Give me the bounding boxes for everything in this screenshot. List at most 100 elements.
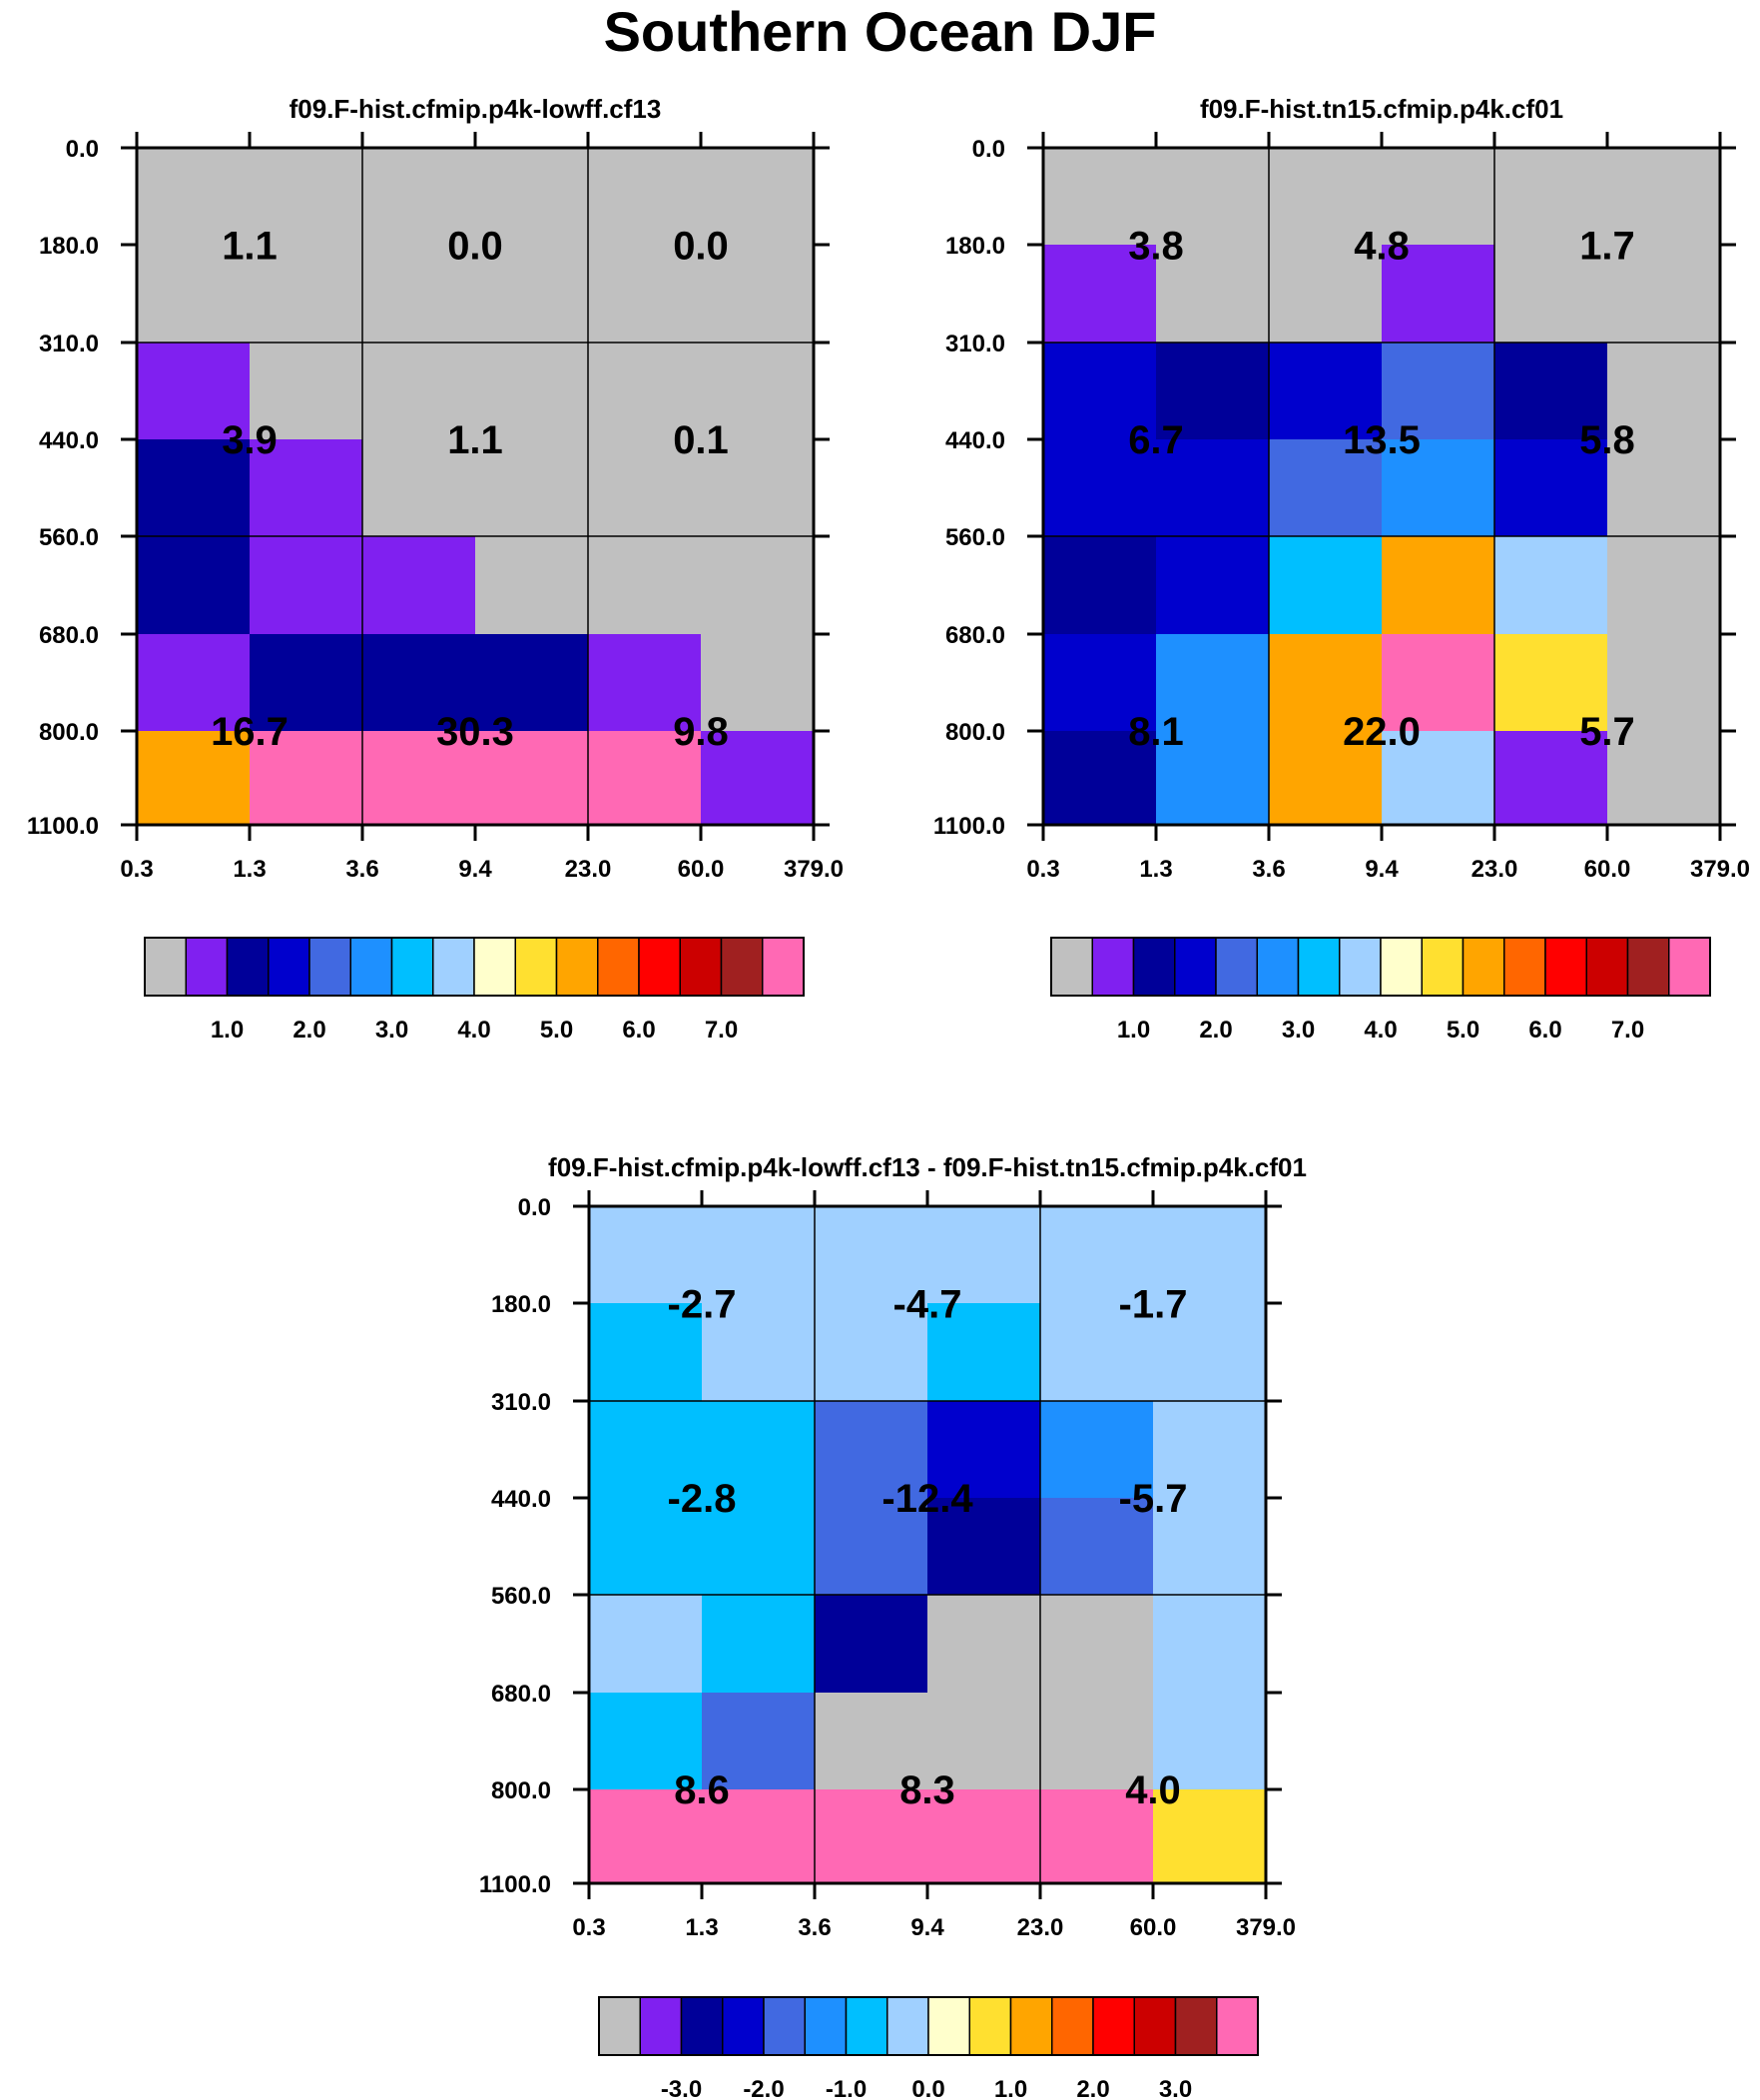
heatmap-cell [927,1498,1041,1596]
heatmap-cell [250,148,363,246]
colorbar-swatch [763,1996,806,2056]
heatmap-cell [137,245,251,344]
x-tick-label: 60.0 [678,856,725,883]
heatmap-cell [1153,1401,1267,1499]
cell-value-label: -2.7 [668,1283,737,1327]
cell-value-label: 1.1 [222,225,278,269]
heatmap-cell [475,634,589,732]
heatmap-cell [1607,343,1721,440]
heatmap-cell [1156,536,1270,635]
colorbar-tick-label: 6.0 [622,1017,655,1044]
cell-value-label: -4.7 [893,1283,962,1327]
x-tick-label: 60.0 [1584,856,1631,883]
heatmap-cell [250,634,363,732]
colorbar-tick-label: 4.0 [1364,1017,1397,1044]
y-tick-label: 560.0 [491,1583,551,1610]
colorbar-frame [1050,937,1711,997]
subplot-title: f09.F-hist.tn15.cfmip.p4k.cf01 [1200,94,1563,124]
cell-value-label: -2.8 [668,1477,737,1521]
heatmap-cell [1269,731,1383,826]
colorbar-tick-label: -1.0 [826,2076,867,2100]
heatmap-cell [1153,1595,1267,1694]
heatmap-cell [1494,245,1608,344]
heatmap-cell [137,731,251,826]
cell-value-label: 8.1 [1128,710,1184,754]
x-tick-label: 3.6 [345,856,378,883]
heatmap-cell [1494,536,1608,635]
heatmap-cell [1156,439,1270,537]
colorbar-tick-label: 1.0 [211,1017,244,1044]
heatmap-cell [815,1498,928,1596]
x-tick-label: 379.0 [784,856,844,883]
cell-value-label: 13.5 [1343,418,1421,462]
colorbar-swatch [722,1996,765,2056]
heatmap-cell [1382,439,1495,537]
y-tick-label: 560.0 [39,524,99,551]
heatmap-cell [1043,343,1157,440]
colorbar-swatch [1133,1996,1177,2056]
heatmap-cell [702,1206,816,1304]
heatmap-cell [1269,536,1383,635]
heatmap-cell [1156,148,1270,246]
y-tick-label: 1100.0 [479,1871,551,1898]
heatmap-cell [588,731,702,826]
y-tick-label: 800.0 [945,719,1005,746]
colorbar-tick-label: 0.0 [911,2076,944,2100]
heatmap-cell [250,343,363,440]
colorbar-swatch [927,1996,970,2056]
heatmap-cell [588,536,702,635]
cell-value-label: 5.7 [1579,710,1635,754]
x-tick-label: 60.0 [1130,1914,1177,1941]
colorbar-tick-label: 2.0 [1199,1017,1232,1044]
y-tick-label: 310.0 [39,331,99,357]
heatmap-cell [1043,148,1157,246]
heatmap-cell [927,1206,1041,1304]
x-tick-label: 3.6 [798,1914,831,1941]
heatmap-cell [589,1693,703,1790]
x-tick-label: 23.0 [565,856,612,883]
heatmap-cell [815,1206,928,1304]
heatmap-cell [1040,1206,1154,1304]
y-tick-label: 680.0 [491,1681,551,1708]
cell-value-label: -1.7 [1119,1283,1188,1327]
heatmap-cell [362,148,476,246]
heatmap-cell [815,1401,928,1499]
y-tick-label: 0.0 [518,1194,551,1221]
heatmap-cell [1040,1401,1154,1499]
heatmap-cell [1043,245,1157,344]
heatmap-cell [702,1498,816,1596]
heatmap-cell [702,1789,816,1884]
heatmap-cell [362,731,476,826]
y-tick-label: 440.0 [491,1486,551,1513]
heatmap-cell [1040,1693,1154,1790]
colorbar-tick-label: 1.0 [994,2076,1027,2100]
colorbar-tick-label: 2.0 [1076,2076,1109,2100]
heatmap-cell [1043,536,1157,635]
colorbar-swatch [1462,937,1505,997]
subplot-title: f09.F-hist.cfmip.p4k-lowff.cf13 - f09.F-… [548,1152,1307,1182]
cell-value-label: 5.8 [1579,418,1635,462]
heatmap-cell [1040,1595,1154,1694]
colorbar-swatch [639,1996,683,2056]
cell-value-label: 3.9 [222,418,278,462]
heatmap-cell [588,634,702,732]
heatmap-cell [362,343,476,440]
colorbar-swatch [598,1996,641,2056]
cell-value-label: 3.8 [1128,225,1184,269]
heatmap-cell [1156,245,1270,344]
heatmap-cell [701,731,815,826]
heatmap-cell [1607,148,1721,246]
heatmap-cell [589,1401,703,1499]
heatmap-cell [475,148,589,246]
cell-value-label: 0.1 [673,418,729,462]
heatmap-cell [137,148,251,246]
colorbar-swatch [638,937,681,997]
heatmap-cell [475,245,589,344]
heatmap-cell [137,439,251,537]
heatmap-cell [588,245,702,344]
cell-value-label: 30.3 [436,710,514,754]
heatmap-cell [588,439,702,537]
